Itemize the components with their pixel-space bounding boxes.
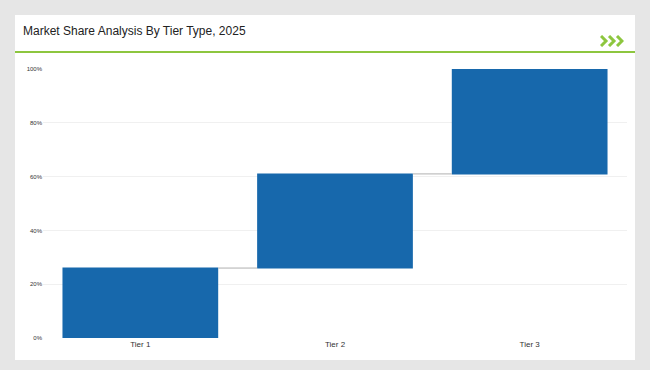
html-text:Market Share Analysis By Tier: Market Share Analysis By Tier Type, 2025 bbox=[23, 24, 246, 38]
svg-text:Tier 2: Tier 2 bbox=[325, 340, 346, 349]
svg-text:40%: 40% bbox=[30, 228, 43, 234]
svg-text:60%: 60% bbox=[30, 174, 43, 180]
svg-text:80%: 80% bbox=[30, 120, 43, 126]
svg-text:100%: 100% bbox=[27, 66, 43, 72]
svg-text:Tier 1: Tier 1 bbox=[130, 340, 151, 349]
svg-text:Tier 3: Tier 3 bbox=[520, 340, 541, 349]
svg-text:0%: 0% bbox=[33, 335, 42, 341]
svg-text:20%: 20% bbox=[30, 281, 43, 287]
